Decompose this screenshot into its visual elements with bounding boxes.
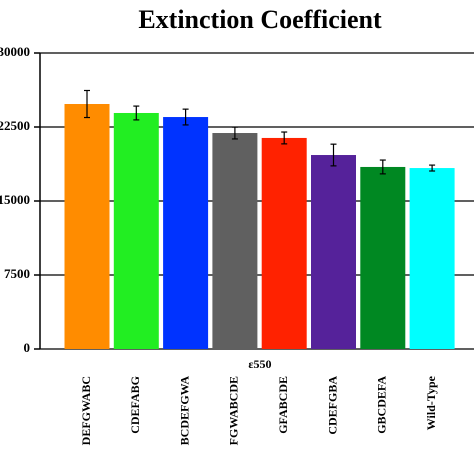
bar <box>64 104 110 349</box>
bar <box>311 155 356 349</box>
y-tick-label: 15000 <box>0 192 30 207</box>
y-tick-label: 22500 <box>0 118 30 133</box>
x-tick-label: CDEFGBA <box>325 376 339 435</box>
x-tick-label: DEFGWABC <box>79 376 93 445</box>
bar <box>261 137 307 349</box>
bar <box>212 133 258 349</box>
x-axis-label: ε550 <box>248 357 271 371</box>
x-tick-label: FGWABCDE <box>227 376 241 445</box>
chart-title: Extinction Coefficient <box>138 5 382 34</box>
y-tick-label: 0 <box>24 340 31 355</box>
bar <box>360 166 406 349</box>
bar <box>409 168 455 349</box>
x-tick-label: BCDEFGWA <box>177 376 191 446</box>
bar <box>113 112 159 349</box>
x-tick-label: GFABCDE <box>276 376 290 434</box>
x-tick-label: CDEFABG <box>128 376 142 434</box>
bar <box>163 117 209 349</box>
y-tick-label: 7500 <box>4 266 30 281</box>
x-tick-label: GBCDEFA <box>375 376 389 434</box>
x-tick-label: Wild-Type <box>424 375 438 430</box>
y-tick-label: 30000 <box>0 44 30 59</box>
